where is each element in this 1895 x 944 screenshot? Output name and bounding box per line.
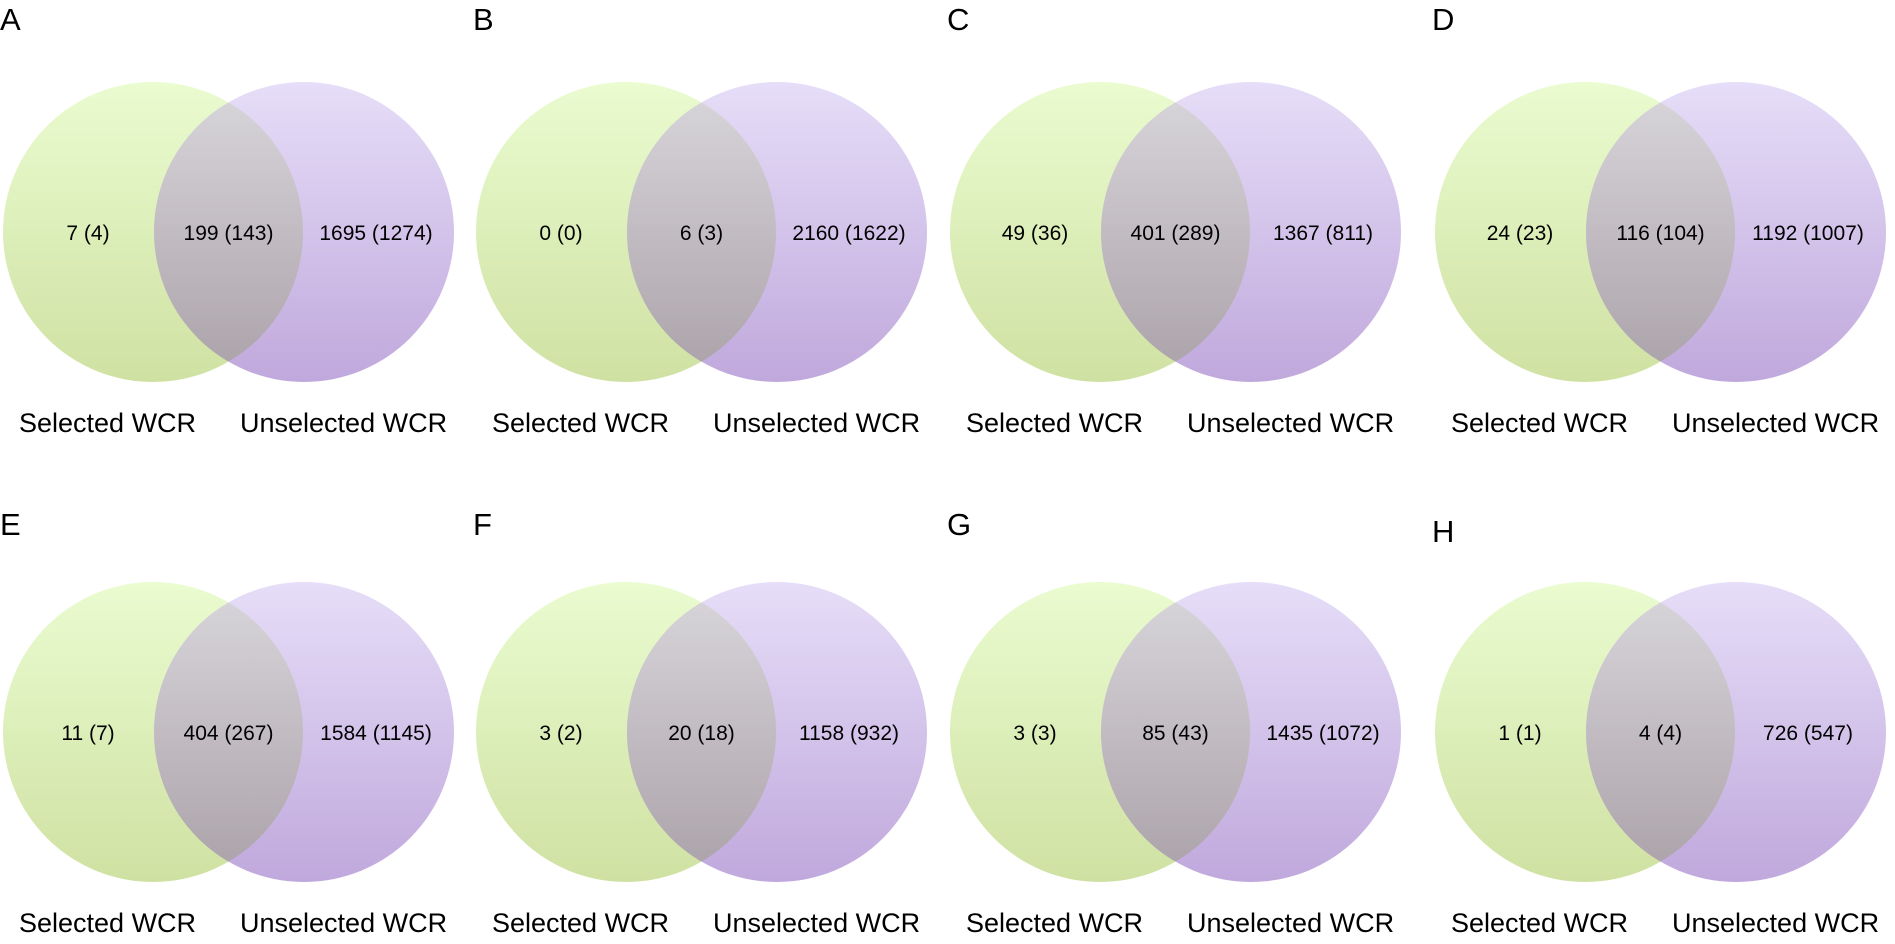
selected-only-count: 7 (4) <box>66 222 109 245</box>
selected-wcr-label: Selected WCR <box>966 408 1143 438</box>
overlap-count: 199 (143) <box>184 222 274 245</box>
unselected-wcr-label: Unselected WCR <box>1187 408 1394 438</box>
overlap-region <box>154 82 303 382</box>
overlap-count: 401 (289) <box>1131 222 1221 245</box>
overlap-count: 404 (267) <box>184 722 274 745</box>
selected-wcr-label: Selected WCR <box>19 908 196 938</box>
unselected-wcr-label: Unselected WCR <box>240 908 447 938</box>
overlap-count: 4 (4) <box>1639 722 1682 745</box>
venn-panel-e: E 11 (7) 404 (267) 1584 (1145) Selected WCR U… <box>0 507 454 938</box>
venn-panel-a: A 7 (4) 199 (143) 1695 (1274) Selected WCR Un… <box>0 2 454 438</box>
panel-letter: E <box>0 507 21 542</box>
overlap-count: 20 (18) <box>668 722 735 745</box>
panel-letter: B <box>473 2 494 37</box>
unselected-only-count: 2160 (1622) <box>792 222 905 245</box>
panel-letter: A <box>0 2 21 37</box>
panel-letter: G <box>947 507 971 542</box>
venn-panel-c: C 49 (36) 401 (289) 1367 (811) Selected WCR U… <box>947 2 1401 438</box>
venn-panel-d: D 24 (23) 116 (104) 1192 (1007) Selected WCR… <box>1432 2 1886 438</box>
selected-only-count: 1 (1) <box>1498 722 1541 745</box>
unselected-wcr-label: Unselected WCR <box>713 908 920 938</box>
venn-panel-h: H 1 (1) 4 (4) 726 (547) Selected WCR Unselect… <box>1432 514 1886 938</box>
unselected-only-count: 1192 (1007) <box>1752 222 1864 245</box>
venn-panel-b: B 0 (0) 6 (3) 2160 (1622) Selected WCR Unsele… <box>473 2 927 438</box>
panel-letter: F <box>473 507 492 542</box>
unselected-wcr-label: Unselected WCR <box>240 408 447 438</box>
overlap-region <box>627 582 776 882</box>
selected-only-count: 24 (23) <box>1487 222 1554 245</box>
overlap-count: 6 (3) <box>680 222 723 245</box>
overlap-count: 116 (104) <box>1616 222 1704 245</box>
selected-only-count: 11 (7) <box>61 722 114 745</box>
overlap-region <box>1101 82 1250 382</box>
panel-letter: D <box>1432 2 1454 37</box>
unselected-wcr-label: Unselected WCR <box>713 408 920 438</box>
selected-only-count: 3 (3) <box>1013 722 1056 745</box>
unselected-only-count: 1367 (811) <box>1273 222 1373 245</box>
unselected-only-count: 1584 (1145) <box>320 722 432 745</box>
overlap-region <box>1101 582 1250 882</box>
selected-only-count: 3 (2) <box>539 722 582 745</box>
selected-wcr-label: Selected WCR <box>966 908 1143 938</box>
unselected-only-count: 1695 (1274) <box>319 222 432 245</box>
overlap-region <box>1586 582 1735 882</box>
unselected-only-count: 1158 (932) <box>799 722 899 745</box>
unselected-wcr-label: Unselected WCR <box>1672 908 1879 938</box>
selected-wcr-label: Selected WCR <box>492 408 669 438</box>
unselected-only-count: 1435 (1072) <box>1266 722 1379 745</box>
panel-letter: C <box>947 2 969 37</box>
selected-wcr-label: Selected WCR <box>1451 408 1628 438</box>
panel-letter: H <box>1432 514 1454 549</box>
venn-panel-f: F 3 (2) 20 (18) 1158 (932) Selected WCR Unsel… <box>473 507 927 938</box>
selected-wcr-label: Selected WCR <box>19 408 196 438</box>
overlap-region <box>1586 82 1735 382</box>
selected-wcr-label: Selected WCR <box>1451 908 1628 938</box>
overlap-region <box>627 82 776 382</box>
unselected-wcr-label: Unselected WCR <box>1187 908 1394 938</box>
unselected-wcr-label: Unselected WCR <box>1672 408 1879 438</box>
overlap-count: 85 (43) <box>1142 722 1209 745</box>
venn-panel-g: G 3 (3) 85 (43) 1435 (1072) Selected WCR Unse… <box>947 507 1401 938</box>
selected-only-count: 49 (36) <box>1002 222 1069 245</box>
selected-wcr-label: Selected WCR <box>492 908 669 938</box>
overlap-region <box>154 582 303 882</box>
selected-only-count: 0 (0) <box>539 222 582 245</box>
unselected-only-count: 726 (547) <box>1763 722 1853 745</box>
